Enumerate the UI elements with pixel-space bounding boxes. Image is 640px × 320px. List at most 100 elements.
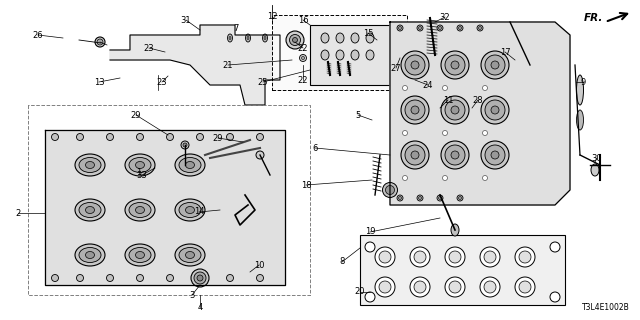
Text: 23: 23	[157, 77, 167, 86]
Ellipse shape	[483, 175, 488, 180]
Ellipse shape	[227, 34, 232, 42]
Text: 8: 8	[339, 258, 345, 267]
Ellipse shape	[438, 196, 442, 199]
Text: 29: 29	[212, 133, 223, 142]
Text: 7: 7	[234, 23, 239, 33]
Ellipse shape	[519, 281, 531, 293]
Ellipse shape	[290, 56, 314, 80]
Text: 26: 26	[33, 30, 44, 39]
Ellipse shape	[445, 247, 465, 267]
Ellipse shape	[181, 141, 189, 149]
Ellipse shape	[577, 75, 584, 105]
Ellipse shape	[485, 55, 505, 75]
Text: 30: 30	[592, 154, 602, 163]
Ellipse shape	[97, 39, 103, 45]
Ellipse shape	[75, 244, 105, 266]
Ellipse shape	[399, 196, 401, 199]
Ellipse shape	[86, 206, 95, 213]
Ellipse shape	[403, 175, 408, 180]
Ellipse shape	[442, 85, 447, 91]
Ellipse shape	[186, 206, 195, 213]
Ellipse shape	[321, 50, 329, 60]
Ellipse shape	[186, 252, 195, 259]
Ellipse shape	[125, 154, 155, 176]
Ellipse shape	[577, 110, 584, 130]
Ellipse shape	[401, 141, 429, 169]
Text: 19: 19	[365, 228, 375, 236]
Ellipse shape	[321, 33, 329, 43]
Ellipse shape	[365, 242, 375, 252]
Ellipse shape	[365, 292, 375, 302]
Ellipse shape	[441, 96, 469, 124]
Ellipse shape	[125, 244, 155, 266]
Ellipse shape	[483, 85, 488, 91]
Ellipse shape	[375, 247, 395, 267]
Ellipse shape	[411, 106, 419, 114]
Ellipse shape	[179, 247, 201, 262]
Ellipse shape	[179, 157, 201, 172]
Text: 12: 12	[267, 12, 277, 20]
Ellipse shape	[414, 251, 426, 263]
Ellipse shape	[441, 141, 469, 169]
Ellipse shape	[438, 27, 442, 29]
Text: 5: 5	[355, 110, 360, 119]
Ellipse shape	[166, 133, 173, 140]
Ellipse shape	[481, 51, 509, 79]
Polygon shape	[110, 25, 280, 105]
Text: 13: 13	[93, 77, 104, 86]
Ellipse shape	[484, 281, 496, 293]
Ellipse shape	[286, 31, 304, 49]
Ellipse shape	[196, 275, 204, 282]
Ellipse shape	[451, 151, 459, 159]
Ellipse shape	[411, 61, 419, 69]
Ellipse shape	[405, 55, 425, 75]
Ellipse shape	[385, 186, 394, 195]
Ellipse shape	[457, 25, 463, 31]
Text: 6: 6	[312, 143, 317, 153]
Text: 18: 18	[301, 180, 311, 189]
Ellipse shape	[419, 196, 422, 199]
Ellipse shape	[77, 275, 83, 282]
Ellipse shape	[401, 96, 429, 124]
Ellipse shape	[257, 133, 264, 140]
Ellipse shape	[458, 27, 461, 29]
Ellipse shape	[106, 275, 113, 282]
Text: 20: 20	[355, 287, 365, 297]
Ellipse shape	[479, 27, 481, 29]
Ellipse shape	[410, 247, 430, 267]
Text: 33: 33	[136, 171, 147, 180]
Ellipse shape	[166, 275, 173, 282]
Ellipse shape	[247, 36, 249, 39]
Ellipse shape	[445, 100, 465, 120]
Ellipse shape	[77, 133, 83, 140]
Ellipse shape	[79, 247, 101, 262]
Bar	[310, 25, 390, 85]
Ellipse shape	[411, 151, 419, 159]
Ellipse shape	[51, 133, 58, 140]
Ellipse shape	[481, 96, 509, 124]
Ellipse shape	[197, 275, 203, 281]
Ellipse shape	[136, 275, 143, 282]
Ellipse shape	[451, 224, 459, 236]
Ellipse shape	[410, 277, 430, 297]
Ellipse shape	[175, 199, 205, 221]
Ellipse shape	[317, 30, 323, 36]
Ellipse shape	[449, 281, 461, 293]
Bar	[360, 235, 565, 305]
Ellipse shape	[491, 61, 499, 69]
Ellipse shape	[264, 36, 266, 39]
Ellipse shape	[414, 281, 426, 293]
Text: FR.: FR.	[584, 13, 603, 23]
Text: 28: 28	[473, 95, 483, 105]
Text: 2: 2	[15, 209, 20, 218]
Ellipse shape	[417, 195, 423, 201]
Text: 25: 25	[258, 77, 268, 86]
Ellipse shape	[442, 175, 447, 180]
Ellipse shape	[403, 85, 408, 91]
Ellipse shape	[289, 35, 301, 45]
Ellipse shape	[451, 106, 459, 114]
Ellipse shape	[256, 151, 264, 159]
Ellipse shape	[186, 162, 195, 169]
Ellipse shape	[515, 247, 535, 267]
Ellipse shape	[550, 292, 560, 302]
